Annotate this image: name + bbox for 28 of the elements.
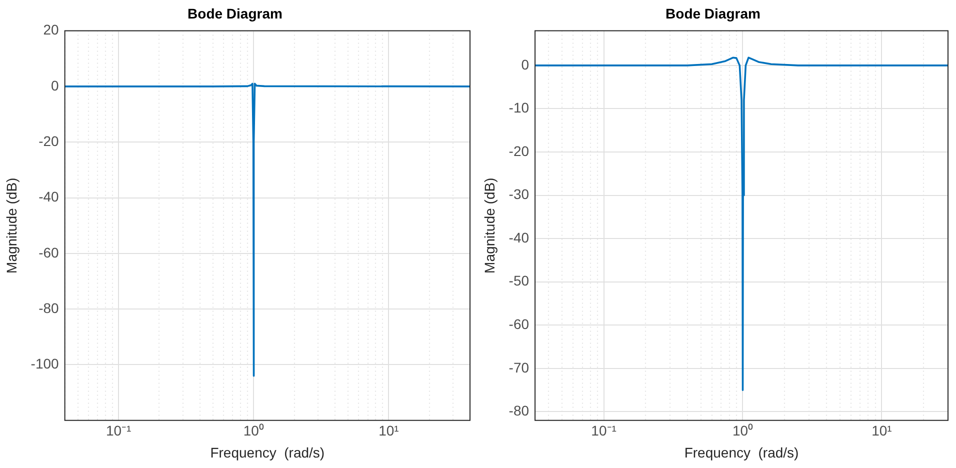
y-tick-label: -20 — [508, 142, 530, 159]
y-tick-label: -80 — [508, 402, 530, 419]
x-tick-label: 10¹ — [378, 422, 400, 439]
y-tick-label: 0 — [521, 56, 530, 72]
y-tick-label: -70 — [508, 359, 530, 376]
chart-title: Bode Diagram — [188, 5, 282, 22]
x-tick-label: 10⁻¹ — [591, 422, 617, 439]
chart-title: Bode Diagram — [666, 5, 760, 22]
y-axis-title: Magnitude (dB) — [3, 178, 20, 274]
y-tick-label: -60 — [38, 244, 60, 260]
y-tick-label: -30 — [508, 186, 530, 202]
y-tick-label: -40 — [508, 229, 530, 246]
x-tick-label: 10¹ — [872, 422, 892, 439]
x-axis-title: Frequency (rad/s) — [684, 444, 799, 460]
y-tick-label: 20 — [43, 22, 60, 38]
y-tick-label: -100 — [30, 356, 60, 372]
y-tick-label: -50 — [508, 272, 530, 289]
y-tick-label: -10 — [508, 100, 530, 116]
y-tick-label: -80 — [38, 300, 60, 316]
y-axis-title: Magnitude (dB) — [481, 178, 498, 274]
x-tick-label: 10⁰ — [243, 422, 264, 439]
x-tick-label: 10⁻¹ — [106, 422, 132, 439]
x-tick-label: 10⁰ — [732, 422, 754, 439]
y-tick-label: 0 — [51, 77, 60, 94]
x-axis-title: Frequency (rad/s) — [210, 444, 325, 460]
y-tick-label: -20 — [38, 132, 60, 149]
y-tick-label: -40 — [38, 188, 60, 205]
y-tick-label: -60 — [508, 316, 530, 332]
